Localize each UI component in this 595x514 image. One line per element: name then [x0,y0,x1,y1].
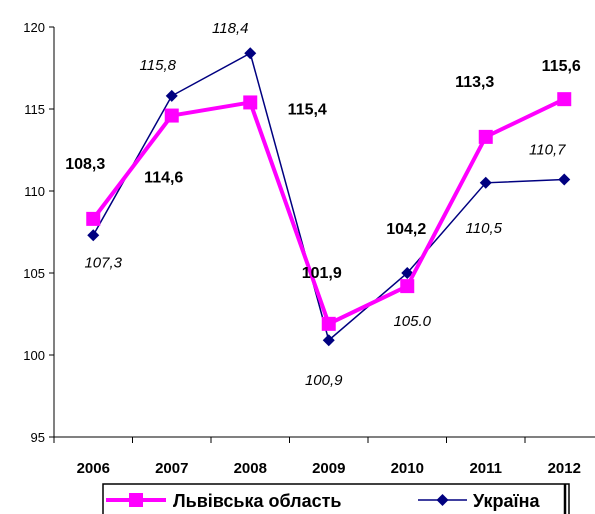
legend-label-lviv: Львівська область [173,491,341,511]
data-label-ukraine: 110,5 [466,220,503,237]
data-label-ukraine: 105.0 [393,313,431,330]
data-label-ukraine: 107,3 [84,254,122,271]
legend-box [102,483,570,514]
x-axis-ticks: 2006 2007 2008 2009 2010 2011 2012 [53,437,581,477]
data-label-lviv: 114,6 [144,170,183,187]
data-label-lviv: 115,4 [288,101,327,118]
x-tick-label: 2009 [312,460,345,477]
point-marker-lviv [243,95,258,110]
data-label-lviv: 104,2 [386,221,426,238]
legend-label-ukraine: Україна [473,491,540,511]
y-tick-label: 100 [23,348,45,363]
y-tick-label: 110 [24,184,45,199]
point-marker-ukraine [244,47,257,60]
point-marker-lviv [478,129,493,144]
series-line-lviv [91,97,566,327]
data-label-lviv: 113,3 [455,74,494,91]
y-tick-label: 120 [23,20,45,35]
y-tick-label: 95 [31,430,45,445]
point-marker-ukraine [87,229,100,242]
point-marker-lviv [86,211,101,226]
series-line-ukraine [92,52,565,342]
point-marker-ukraine [165,89,178,102]
y-tick-label: 115 [24,102,45,117]
x-tick-label: 2011 [469,460,502,477]
x-tick-label: 2012 [548,460,581,477]
legend: Львівська область Україна [102,483,570,514]
point-marker-ukraine [401,267,414,279]
y-tick-label: 105 [23,266,45,281]
data-label-ukraine: 100,9 [305,372,343,389]
series-layer [86,47,572,347]
x-tick-label: 2010 [391,460,424,477]
data-label-ukraine: 118,4 [212,20,248,37]
legend-marker-ukraine [436,494,449,506]
point-marker-lviv [321,316,336,331]
data-label-ukraine: 110,7 [529,142,566,159]
x-tick-label: 2008 [234,460,267,477]
data-label-lviv: 115,6 [542,58,581,75]
point-marker-lviv [164,108,179,123]
data-label-ukraine: 115,8 [140,57,177,74]
point-marker-lviv [400,279,415,294]
x-tick-label: 2006 [77,460,110,477]
point-marker-ukraine [322,334,335,347]
point-marker-ukraine [558,173,571,186]
point-marker-lviv [557,92,572,107]
point-marker-ukraine [479,176,492,189]
y-axis-ticks: 95 100 105 110 115 120 [23,20,54,445]
data-label-lviv: 101,9 [302,265,342,282]
legend-marker-lviv [129,493,143,507]
x-tick-label: 2007 [155,460,188,477]
data-labels: 108,3 114,6 115,4 101,9 104,2 113,3 115,6 107,3… [65,20,581,389]
data-label-lviv: 108,3 [65,156,105,173]
